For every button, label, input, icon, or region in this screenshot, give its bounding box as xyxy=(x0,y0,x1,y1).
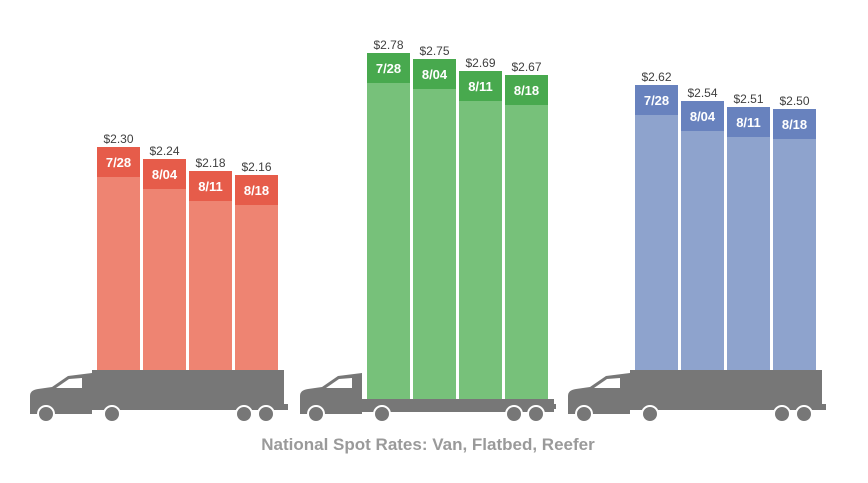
reefer-bar-cap xyxy=(635,85,678,115)
flatbed-value-label: $2.67 xyxy=(511,60,541,74)
flatbed-date-label: 8/04 xyxy=(422,67,448,82)
flatbed-bar-cap xyxy=(413,59,456,89)
van-date-label: 7/28 xyxy=(106,155,131,170)
reefer-bar xyxy=(773,109,816,371)
truck-wheel-icon xyxy=(257,405,275,423)
truck-wheel-icon xyxy=(773,405,791,423)
van-bar xyxy=(235,175,278,371)
van-bar xyxy=(143,159,186,371)
van-bar-cap xyxy=(189,171,232,201)
trailer-box-icon xyxy=(630,370,822,406)
truck-cab-icon xyxy=(30,373,92,414)
reefer-date-label: 8/11 xyxy=(736,115,761,130)
reefer-value-label: $2.50 xyxy=(779,94,809,108)
flatbed-bar xyxy=(505,75,548,400)
flatbed-bar xyxy=(459,71,502,400)
flatbed-date-label: 8/11 xyxy=(468,79,493,94)
van-value-label: $2.16 xyxy=(241,160,271,174)
truck-wheel-icon xyxy=(103,405,121,423)
van-bar-cap xyxy=(97,147,140,177)
flatbed-bar xyxy=(413,59,456,400)
truck-cab-icon xyxy=(568,373,630,414)
reefer-bar-cap xyxy=(681,101,724,131)
reefer-date-label: 7/28 xyxy=(644,93,669,108)
reefer-group: 7/28 $2.62 8/04 $2.54 8/11 $2.51 8/18 $2.50 xyxy=(568,70,826,423)
truck-frame-icon xyxy=(626,404,826,410)
reefer-bar xyxy=(681,101,724,371)
truck-wheel-icon xyxy=(575,405,593,423)
truck-frame-icon xyxy=(360,404,556,409)
van-bar-cap xyxy=(235,175,278,205)
flatbed-date-label: 7/28 xyxy=(376,61,401,76)
truck-wheel-icon xyxy=(641,405,659,423)
truck-wheel-icon xyxy=(527,405,545,423)
truck-window-icon xyxy=(56,378,82,388)
truck-wheel-icon xyxy=(505,405,523,423)
reefer-bar-cap xyxy=(773,109,816,139)
van-bar-cap xyxy=(143,159,186,189)
reefer-bar xyxy=(635,85,678,371)
truck-wheel-icon xyxy=(37,405,55,423)
reefer-value-label: $2.54 xyxy=(687,86,717,100)
truck-cab-icon xyxy=(300,373,362,414)
flatbed-value-label: $2.75 xyxy=(419,44,449,58)
truck-wheel-icon xyxy=(235,405,253,423)
van-value-label: $2.18 xyxy=(195,156,225,170)
reefer-value-label: $2.51 xyxy=(733,92,763,106)
flatbed-value-label: $2.78 xyxy=(373,38,403,52)
flatbed-bar-cap xyxy=(459,71,502,101)
flatbed-bar-cap xyxy=(367,53,410,83)
trailer-box-icon xyxy=(92,370,284,406)
truck-frame-icon xyxy=(88,404,288,410)
van-value-label: $2.24 xyxy=(149,144,179,158)
van-date-label: 8/04 xyxy=(152,167,178,182)
flatbed-date-label: 8/18 xyxy=(514,83,539,98)
truck-wheel-icon xyxy=(307,405,325,423)
van-group: 7/28 $2.30 8/04 $2.24 8/11 $2.18 8/18 $2.16 xyxy=(30,132,288,423)
flatbed-group: 7/28 $2.78 8/04 $2.75 8/11 $2.69 8/18 $2.67 xyxy=(300,38,556,423)
flatbed-bar-cap xyxy=(505,75,548,105)
van-bar xyxy=(189,171,232,371)
van-value-label: $2.30 xyxy=(103,132,133,146)
truck-window-icon xyxy=(594,378,620,388)
reefer-date-label: 8/04 xyxy=(690,109,716,124)
truck-wheel-icon xyxy=(373,405,391,423)
reefer-bar-cap xyxy=(727,107,770,137)
van-bar xyxy=(97,147,140,371)
flatbed-value-label: $2.69 xyxy=(465,56,495,70)
van-date-label: 8/18 xyxy=(244,183,269,198)
reefer-date-label: 8/18 xyxy=(782,117,807,132)
truck-window-icon xyxy=(326,378,352,388)
reefer-value-label: $2.62 xyxy=(641,70,671,84)
truck-wheel-icon xyxy=(795,405,813,423)
reefer-bar xyxy=(727,107,770,371)
chart-title: National Spot Rates: Van, Flatbed, Reefe… xyxy=(261,435,595,454)
van-date-label: 8/11 xyxy=(198,179,223,194)
flatbed-bar xyxy=(367,53,410,400)
